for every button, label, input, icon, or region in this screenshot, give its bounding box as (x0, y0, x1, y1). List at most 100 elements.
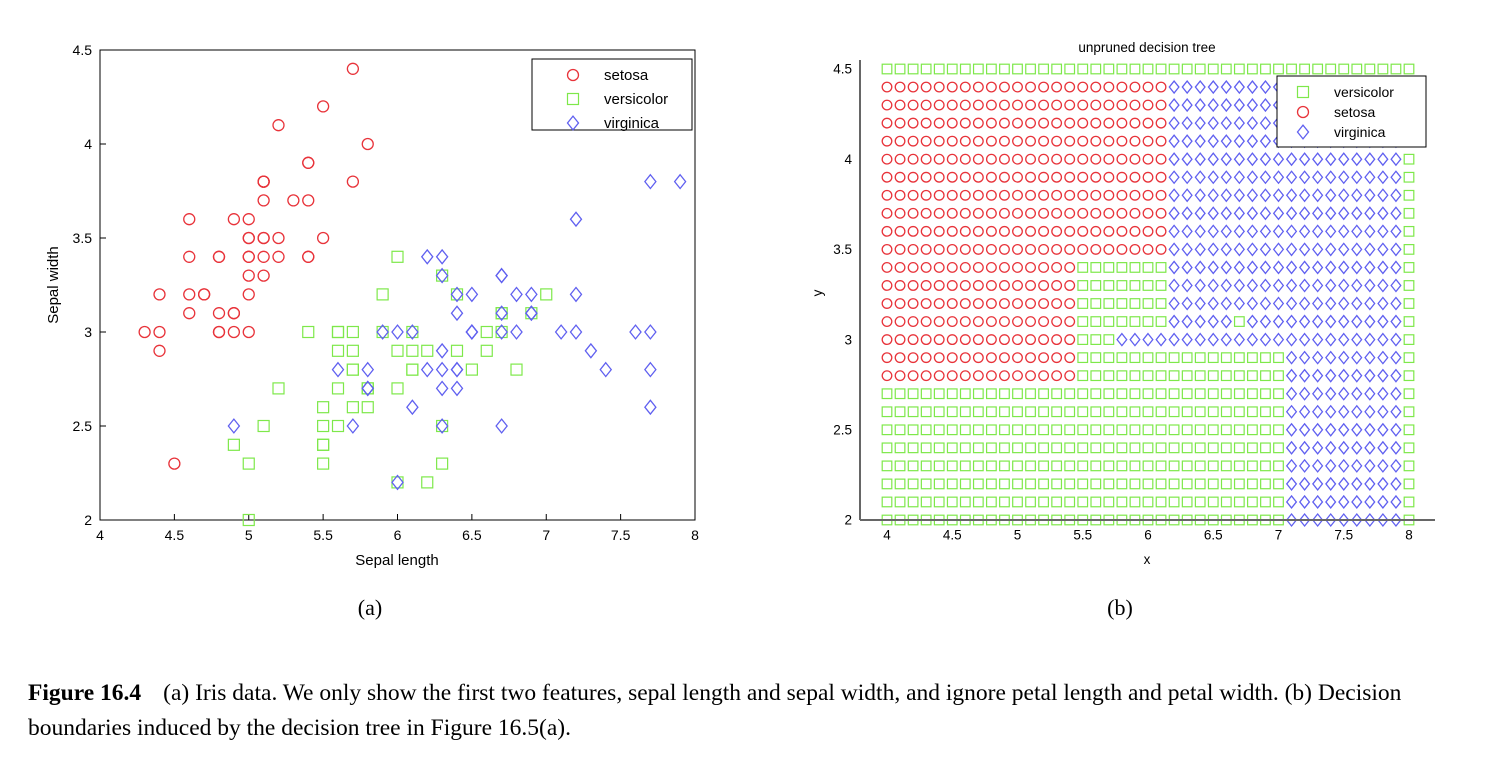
grid-point-virginica (1129, 332, 1141, 347)
grid-point-setosa (1012, 189, 1023, 201)
data-point-virginica (376, 324, 389, 340)
grid-point-versicolor (894, 406, 906, 418)
grid-point-versicolor (1051, 478, 1063, 490)
grid-point-virginica (1194, 134, 1206, 149)
grid-point-virginica (1351, 224, 1363, 239)
grid-point-versicolor (1155, 262, 1167, 273)
grid-point-virginica (1364, 422, 1376, 437)
grid-point-versicolor (1103, 334, 1115, 345)
grid-point-setosa (985, 207, 997, 219)
grid-point-setosa (894, 117, 906, 129)
grid-point-setosa (999, 171, 1010, 183)
grid-point-versicolor (1403, 496, 1415, 508)
grid-point-setosa (920, 334, 932, 346)
data-point-setosa (242, 269, 255, 282)
grid-point-virginica (1312, 314, 1324, 329)
grid-point-setosa (894, 280, 906, 291)
grid-point-setosa (1129, 225, 1141, 237)
grid-point-versicolor (985, 63, 997, 75)
grid-point-setosa (1142, 207, 1154, 219)
data-point-setosa (138, 325, 151, 339)
grid-point-virginica (1181, 79, 1193, 95)
grid-point-virginica (1233, 170, 1245, 185)
panel-b-title: unpruned decision tree (1078, 40, 1215, 55)
grid-point-versicolor (933, 406, 945, 418)
grid-point-versicolor (1286, 63, 1297, 75)
data-point-virginica (569, 324, 583, 340)
x-tick-label: 6.5 (462, 527, 482, 543)
grid-point-versicolor (1207, 370, 1219, 382)
grid-point-virginica (1207, 278, 1219, 293)
grid-point-virginica (1351, 350, 1363, 365)
grid-point-versicolor (1351, 63, 1363, 75)
grid-point-versicolor (1077, 298, 1089, 309)
grid-point-virginica (1168, 224, 1180, 239)
grid-point-setosa (933, 352, 945, 364)
grid-point-setosa (959, 280, 971, 291)
grid-point-setosa (1064, 189, 1076, 201)
grid-point-versicolor (959, 424, 971, 436)
grid-point-virginica (1390, 458, 1402, 473)
grid-point-versicolor (1155, 442, 1167, 454)
grid-point-setosa (1129, 135, 1141, 147)
grid-point-virginica (1298, 494, 1311, 510)
grid-point-versicolor (1090, 370, 1102, 382)
grid-point-versicolor (1220, 424, 1232, 436)
x-tick-label: 6.5 (1204, 528, 1223, 543)
grid-point-versicolor (1194, 352, 1206, 364)
grid-point-versicolor (1103, 496, 1115, 508)
grid-point-setosa (1064, 298, 1076, 309)
grid-point-versicolor (1038, 406, 1050, 418)
y-tick-label: 2.5 (73, 418, 93, 434)
grid-point-setosa (894, 261, 906, 273)
grid-point-setosa (1025, 117, 1037, 129)
grid-point-versicolor (1038, 388, 1050, 400)
grid-point-virginica (1364, 206, 1376, 221)
data-point-virginica (644, 361, 657, 378)
grid-point-setosa (972, 207, 984, 219)
data-point-setosa (153, 288, 166, 301)
grid-point-setosa (1012, 370, 1023, 382)
grid-point-setosa (907, 135, 919, 147)
grid-point-versicolor (1260, 406, 1271, 418)
grid-point-setosa (959, 370, 971, 382)
data-point-versicolor (436, 457, 449, 470)
grid-point-setosa (933, 171, 945, 183)
grid-point-versicolor (1064, 63, 1076, 75)
grid-point-versicolor (1077, 406, 1089, 418)
grid-point-setosa (972, 171, 984, 183)
grid-point-virginica (1233, 332, 1245, 347)
grid-point-versicolor (1260, 442, 1271, 454)
grid-point-virginica (1351, 170, 1363, 185)
grid-point-setosa (959, 243, 971, 255)
grid-point-virginica (1233, 260, 1245, 275)
grid-point-versicolor (1273, 442, 1284, 454)
grid-point-virginica (1325, 458, 1337, 473)
grid-point-virginica (1338, 188, 1350, 203)
grid-point-virginica (1298, 260, 1311, 275)
grid-point-setosa (1116, 81, 1128, 93)
data-point-virginica (435, 342, 449, 359)
grid-point-virginica (1325, 296, 1337, 311)
grid-point-virginica (1181, 134, 1193, 149)
grid-point-versicolor (1194, 478, 1206, 490)
grid-point-virginica (1325, 170, 1337, 185)
grid-point-virginica (1377, 296, 1389, 311)
grid-point-setosa (881, 225, 893, 237)
grid-point-virginica (1351, 386, 1363, 401)
grid-point-versicolor (1220, 478, 1232, 490)
grid-point-setosa (1038, 135, 1050, 147)
grid-point-virginica (1377, 368, 1389, 383)
grid-point-virginica (1285, 260, 1298, 275)
grid-point-setosa (1116, 243, 1128, 255)
figure-canvas: 4 4.5 5 5.5 6 6.5 7 7.5 8 2 2.5 3 3.5 4 4.5 Sepal leng… (45, 40, 1435, 620)
grid-point-virginica (1338, 242, 1350, 257)
legend-marker-virginica (1296, 124, 1310, 140)
grid-point-setosa (1064, 352, 1076, 364)
grid-point-virginica (1298, 296, 1311, 311)
grid-point-virginica (1364, 242, 1376, 257)
grid-point-versicolor (1246, 442, 1258, 454)
grid-point-virginica (1168, 188, 1180, 203)
panel-b-legend-box (1276, 75, 1427, 148)
grid-point-setosa (1142, 135, 1154, 147)
